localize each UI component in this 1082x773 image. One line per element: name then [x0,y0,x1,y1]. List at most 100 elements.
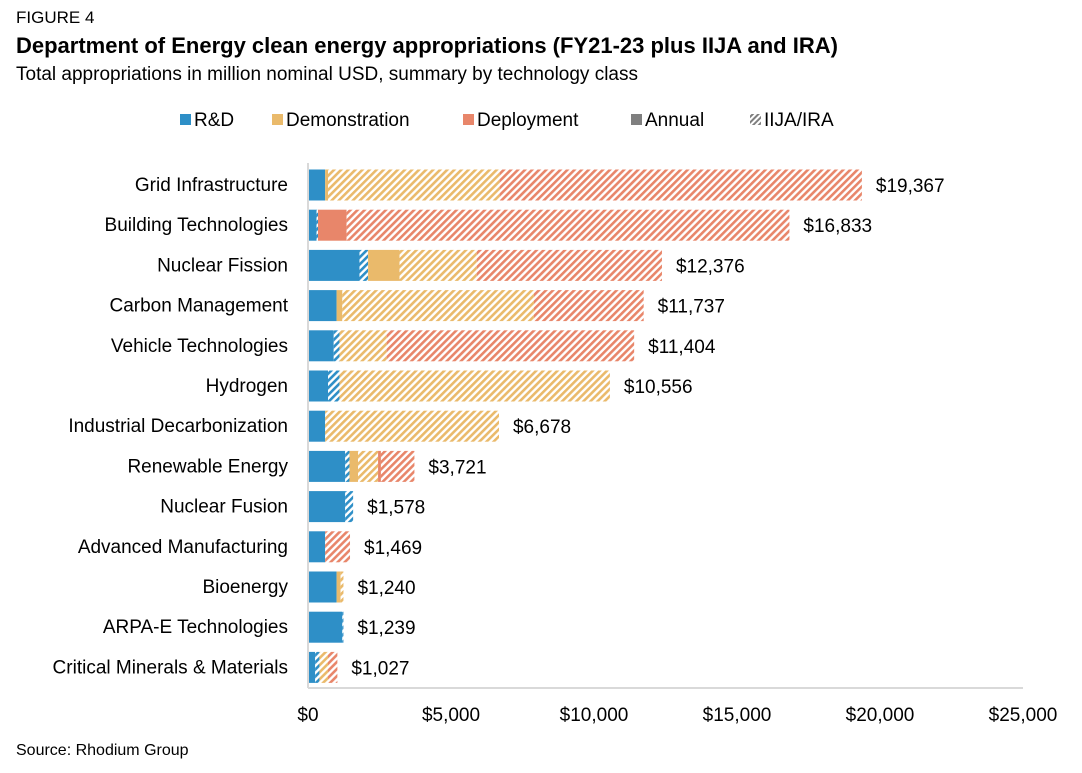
total-label: $11,404 [648,337,716,358]
x-tick-label: $5,000 [422,705,480,726]
bar-segment-demonstration-iija-ira [339,330,387,362]
bar-segment-deployment-iija-ira [533,290,644,322]
legend-item-deployment: Deployment [463,110,579,131]
legend-item-demonstration: Demonstration [272,110,410,131]
bar-segment-demonstration-annual [368,249,400,281]
bar-segment-randd-annual [308,249,360,281]
bar-segment-deployment-annual [378,450,381,482]
total-label: $3,721 [428,457,486,478]
total-label: $1,027 [351,658,409,679]
x-tick-label: $10,000 [560,705,629,726]
bar-segment-randd-iija-ira [316,209,319,241]
bar-segment-randd-annual [308,531,326,563]
total-label: $1,239 [357,618,415,639]
bar-segment-randd-iija-ira [345,491,354,523]
source-note: Source: Rhodium Group [16,742,189,759]
bar-segment-deployment-iija-ira [476,249,662,281]
total-label: $11,737 [658,297,725,318]
bar-row-carbon-management: Carbon Management $11,737 [110,290,725,322]
bar-segment-randd-annual [308,410,326,442]
bar-segment-demonstration-iija-ira [358,450,379,482]
category-label: Building Technologies [105,215,288,236]
bar-segment-randd-iija-ira [359,249,369,281]
bar-row-nuclear-fusion: Nuclear Fusion $1,578 [160,491,425,523]
bar-segment-randd-iija-ira [328,370,340,402]
bar-segment-demonstration-annual [336,290,343,322]
bar-row-hydrogen: Hydrogen $10,556 [206,370,693,402]
category-label: Carbon Management [110,296,289,317]
bar-segment-demonstration-annual [336,571,341,603]
legend-label-iija-ira: IIJA/IRA [764,110,834,131]
bar-segment-randd-annual [308,209,317,241]
bar-segment-deployment-iija-ira [328,651,338,683]
category-label: Grid Infrastructure [135,175,288,196]
legend-swatch-deployment [463,114,474,125]
total-label: $1,469 [364,538,422,559]
bar-segment-demonstration-iija-ira [319,651,329,683]
x-tick-label: $20,000 [846,705,915,726]
x-tick-label: $15,000 [703,705,772,726]
category-label: Renewable Energy [127,456,288,477]
bar-row-bioenergy: Bioenergy $1,240 [202,571,416,603]
bar-segment-demonstration-annual [325,169,329,201]
bar-segment-deployment-annual [318,209,347,241]
bar-segment-randd-iija-ira [345,450,350,482]
bar-segment-deployment-iija-ira [346,209,790,241]
category-label: Industrial Decarbonization [68,416,288,437]
legend-label-deployment: Deployment [477,110,579,131]
bar-segment-deployment-iija-ira [325,531,351,563]
bar-segment-demonstration-iija-ira [340,571,344,603]
bar-segment-randd-iija-ira [333,330,340,362]
bar-segment-randd-annual [308,330,334,362]
bar-segment-randd-annual [308,491,346,523]
bar-segment-demonstration-iija-ira [399,249,477,281]
total-label: $10,556 [624,377,693,398]
total-label: $1,578 [367,498,425,519]
legend-label-randd: R&D [194,110,234,131]
bar-segment-demonstration-iija-ira [339,370,610,402]
bar-row-industrial-decarbonization: Industrial Decarbonization $6,678 [68,410,571,442]
bar-segment-randd-iija-ira [342,611,344,643]
legend-label-annual: Annual [645,110,704,131]
bar-segment-randd-iija-ira [315,651,320,683]
legend-item-randd: R&D [180,110,234,131]
bar-segment-demonstration-iija-ira [342,290,534,322]
legend-swatch-annual [631,114,642,125]
legend-item-annual: Annual [631,110,704,131]
bar-segment-deployment-iija-ira [499,169,862,201]
bar-segment-deployment-iija-ira [386,330,635,362]
bar-row-grid-infrastructure: Grid Infrastructure $19,367 [135,169,945,201]
bar-segment-randd-annual [308,571,337,603]
category-label: Bioenergy [202,577,288,598]
category-label: Nuclear Fusion [160,497,288,518]
figure-label: FIGURE 4 [16,8,95,27]
legend-swatch-demonstration [272,114,283,125]
x-tick-label: $25,000 [989,705,1058,726]
bar-segment-demonstration-iija-ira [328,169,500,201]
bar-segment-randd-annual [308,169,326,201]
bar-row-critical-minerals-and-materials: Critical Minerals & Materials $1,027 [53,651,409,683]
category-label: Vehicle Technologies [111,336,288,357]
bar-segment-randd-annual [308,651,316,683]
legend-swatch-randd [180,114,191,125]
bar-row-vehicle-technologies: Vehicle Technologies $11,404 [111,330,716,362]
total-label: $1,240 [357,578,415,599]
bar-segment-demonstration-iija-ira [325,410,499,442]
total-label: $6,678 [513,417,571,438]
category-label: Advanced Manufacturing [78,537,288,558]
legend-item-iija-ira: IIJA/IRA [750,110,834,131]
bar-segment-randd-annual [308,450,346,482]
x-tick-label: $0 [297,705,318,726]
category-label: ARPA-E Technologies [103,617,288,638]
category-label: Hydrogen [206,376,288,397]
legend: R&D Demonstration Deployment Annual IIJA/IRA [180,110,834,131]
bar-row-building-technologies: Building Technologies $16,833 [105,209,872,241]
bar-row-nuclear-fission: Nuclear Fission $12,376 [157,249,745,281]
legend-swatch-iija-ira [750,114,761,125]
total-label: $19,367 [876,176,945,197]
bar-segment-randd-annual [308,370,329,402]
bar-row-advanced-manufacturing: Advanced Manufacturing $1,469 [78,531,422,563]
bar-row-renewable-energy: Renewable Energy $3,721 [127,450,487,482]
